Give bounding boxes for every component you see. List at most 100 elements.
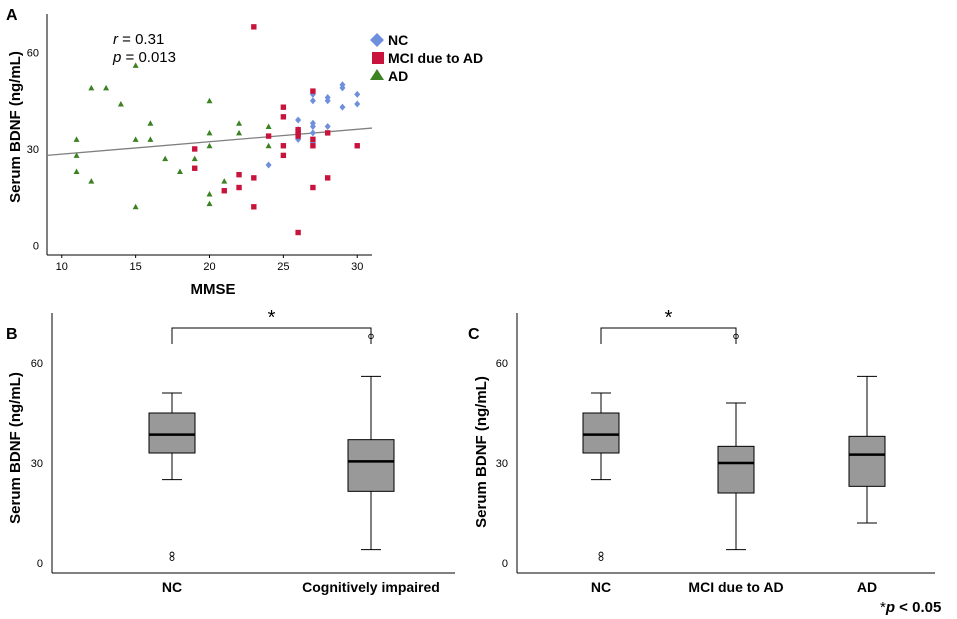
- panel-c-y-axis-label: Serum BDNF (ng/mL): [473, 376, 490, 528]
- box-y-tick-label: 0: [502, 558, 508, 570]
- r-symbol: r: [113, 31, 119, 48]
- scatter-point-mci: [280, 143, 287, 149]
- scatter-point-mci: [310, 143, 316, 149]
- box-category-label: Cognitively impaired: [302, 579, 440, 595]
- box-y-tick-label: 30: [496, 458, 508, 470]
- scatter-point-ad: [147, 120, 154, 126]
- scatter-point-mci: [280, 114, 287, 120]
- box-extreme-marker: [169, 551, 175, 557]
- scatter-point-mci: [251, 24, 257, 30]
- scatter-point-mci: [310, 136, 316, 143]
- scatter-point-ad: [221, 178, 228, 184]
- scatter-point-ad: [206, 190, 213, 197]
- footnote-threshold: < 0.05: [895, 599, 941, 616]
- significance-bracket: [171, 327, 372, 344]
- scatter-point-ad: [103, 84, 110, 91]
- scatter-point-ad: [132, 62, 139, 68]
- scatter-point-ad: [265, 123, 272, 129]
- panel-a-label: A: [6, 7, 18, 24]
- panel-a-x-tick-label: 20: [203, 261, 215, 273]
- scatter-point-nc: [324, 122, 331, 130]
- scatter-point-nc: [324, 94, 331, 102]
- scatter-point-mci: [236, 184, 242, 191]
- box-iqr: [347, 439, 395, 492]
- box-iqr: [848, 435, 886, 487]
- scatter-point-ad: [206, 200, 213, 207]
- scatter-point-ad: [132, 136, 139, 142]
- scatter-point-ad: [117, 100, 124, 107]
- box-extreme-marker: [169, 556, 175, 561]
- significance-star: *: [268, 307, 276, 329]
- legend: NC MCI due to AD AD: [370, 32, 483, 84]
- scatter-point-ad: [191, 155, 198, 162]
- legend-mci-label: MCI due to AD: [388, 50, 483, 66]
- scatter-point-nc: [309, 97, 316, 105]
- box-extreme-marker: [598, 556, 604, 561]
- scatter-point-mci: [192, 146, 198, 152]
- significance-star: *: [665, 307, 673, 329]
- scatter-point-nc: [339, 103, 346, 111]
- box-category-label: AD: [857, 579, 877, 595]
- regression-line: [46, 127, 373, 157]
- panel-a: A Serum BDNF (ng/mL) MMSE r = 0.31 p = 0…: [6, 7, 483, 298]
- panel-a-x-tick-label: 15: [130, 261, 142, 273]
- scatter-point-mci: [251, 204, 257, 210]
- panel-a-y-tick-label: 60: [27, 48, 39, 60]
- scatter-point-nc: [265, 161, 272, 169]
- correlation-p-text: p = 0.013: [112, 49, 176, 66]
- scatter-point-ad: [132, 203, 139, 210]
- scatter-point-nc: [354, 90, 361, 98]
- box-y-tick-label: 30: [31, 458, 43, 470]
- panel-a-y-tick-label: 30: [27, 144, 39, 156]
- scatter-point-nc: [354, 100, 361, 108]
- footnote-p: p: [885, 599, 895, 616]
- box-y-tick-label: 60: [31, 358, 43, 370]
- legend-ad-label: AD: [388, 68, 408, 84]
- scatter-point-ad: [88, 178, 95, 184]
- significance-footnote: *p < 0.05: [880, 599, 941, 616]
- scatter-point-ad: [236, 120, 243, 126]
- scatter-point-mci: [236, 171, 242, 178]
- scatter-point-mci: [265, 133, 272, 139]
- footnote-star: *: [880, 599, 886, 616]
- scatter-point-mci: [280, 104, 287, 110]
- scatter-point-ad: [73, 168, 80, 174]
- legend-nc-label: NC: [388, 32, 408, 48]
- scatter-point-ad: [206, 129, 213, 136]
- scatter-point-ad: [162, 155, 169, 162]
- scatter-point-mci: [310, 184, 316, 191]
- scatter-point-ad: [265, 142, 272, 149]
- panel-c: C Serum BDNF (ng/mL) 0 30 60 NC MCI due to A…: [468, 307, 935, 595]
- scatter-point-mci: [295, 126, 301, 133]
- scatter-point-mci: [251, 175, 257, 181]
- scatter-point-ad: [236, 129, 243, 136]
- p-symbol: p: [112, 49, 121, 66]
- p-value: = 0.013: [121, 49, 176, 66]
- panel-a-y-tick-label: 0: [33, 240, 39, 252]
- panel-c-label: C: [468, 326, 480, 343]
- scatter-point-mci: [295, 130, 301, 136]
- scatter-point-ad: [73, 152, 80, 158]
- panel-a-x-tick-label: 25: [277, 261, 289, 273]
- scatter-point-mci: [324, 175, 331, 181]
- significance-bracket: [600, 327, 737, 344]
- scatter-point-nc: [339, 81, 346, 89]
- panel-b-y-axis-label: Serum BDNF (ng/mL): [7, 372, 24, 524]
- legend-mci-marker: [372, 52, 384, 64]
- panel-a-y-axis-label: Serum BDNF (ng/mL): [7, 51, 24, 203]
- legend-nc-marker: [370, 33, 384, 47]
- panel-a-x-tick-label: 30: [351, 261, 363, 273]
- scatter-point-ad: [88, 84, 95, 91]
- panel-a-x-tick-label: 10: [56, 261, 68, 273]
- scatter-point-ad: [206, 97, 213, 104]
- scatter-point-mci: [354, 143, 360, 149]
- scatter-point-ad: [73, 136, 80, 142]
- box-category-label: NC: [162, 579, 182, 595]
- scatter-point-mci: [280, 152, 287, 159]
- box-category-label: NC: [591, 579, 611, 595]
- panel-a-x-axis-label: MMSE: [191, 281, 236, 298]
- scatter-point-ad: [176, 168, 183, 174]
- panel-b-label: B: [6, 326, 18, 343]
- scatter-point-mci: [221, 188, 227, 194]
